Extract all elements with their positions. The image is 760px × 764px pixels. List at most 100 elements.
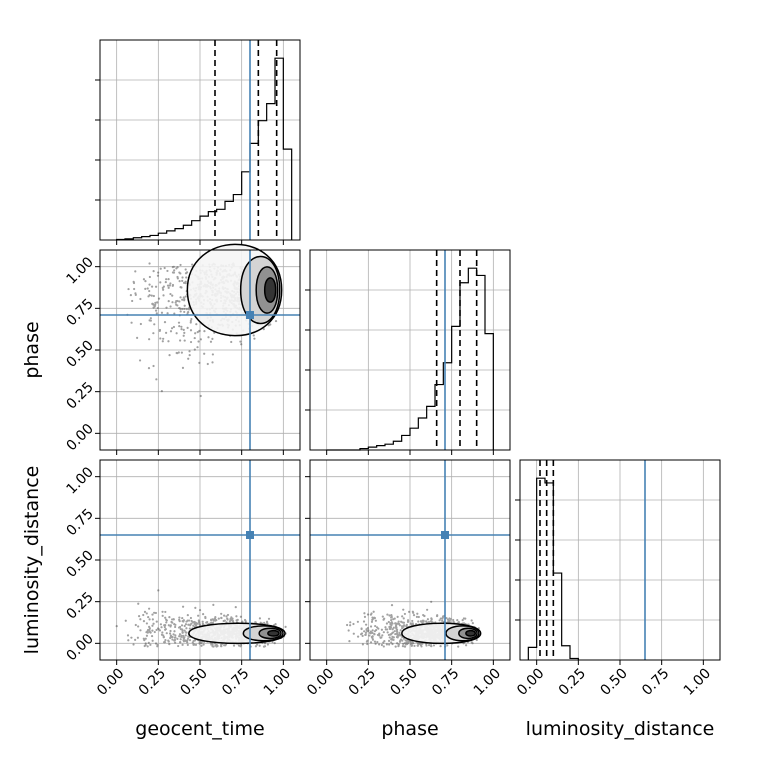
panel-geocent-time-vs-luminosity-distance-sample: [143, 644, 146, 648]
panel-geocent-time-vs-luminosity-distance-sample: [214, 619, 217, 622]
panel-geocent-time-vs-luminosity-distance-sample: [159, 623, 162, 626]
panel-geocent-time-vs-phase-sample: [187, 357, 190, 360]
panel-phase-vs-luminosity-distance-sample: [374, 619, 377, 622]
panel-geocent-time-vs-luminosity-distance-sample: [155, 620, 158, 623]
panel-geocent-time-vs-luminosity-distance-sample: [181, 605, 185, 608]
panel-geocent-time-vs-luminosity-distance-sample: [182, 619, 185, 622]
panel-geocent-time-vs-phase-sample: [182, 281, 186, 284]
panel-geocent-time-vs-phase-sample: [154, 301, 157, 304]
panel-geocent-time-vs-phase-sample: [144, 280, 147, 283]
panel-geocent-time-vs-luminosity-distance-sample: [151, 639, 154, 642]
panel-geocent-time-vs-luminosity-distance-sample: [177, 644, 180, 648]
panel-phase-vs-luminosity-distance-sample: [457, 645, 460, 648]
panel-geocent-time-vs-phase-sample: [179, 272, 182, 275]
panel-geocent-time-vs-luminosity-distance-sample: [144, 637, 147, 640]
panel-geocent-time-vs-phase-sample: [180, 327, 183, 331]
panel-geocent-time-vs-phase-sample: [186, 311, 189, 314]
panel-geocent-time-vs-phase-sample: [189, 321, 192, 324]
panel-geocent-time-vs-luminosity-distance-sample: [115, 624, 118, 628]
panel-geocent-time-vs-phase-sample: [160, 311, 164, 314]
panel-geocent-time-vs-phase-sample: [165, 331, 168, 334]
panel-geocent-time-vs-phase-sample: [175, 351, 178, 355]
panel-geocent-time-vs-luminosity-distance-sample: [142, 619, 146, 623]
panel-phase-vs-luminosity-distance-sample: [374, 642, 377, 645]
panel-geocent-time-vs-phase-sample: [177, 321, 181, 324]
panel-geocent-time-vs-phase-sample: [167, 340, 170, 343]
panel-geocent-time-vs-phase-sample: [239, 340, 242, 343]
panel-geocent-time-vs-phase-sample: [170, 327, 174, 330]
panel-phase-vs-luminosity-distance-sample: [388, 627, 391, 630]
panel-geocent-time-vs-luminosity-distance-sample: [197, 620, 201, 624]
panel-phase-vs-luminosity-distance-sample: [376, 633, 380, 637]
panel-geocent-time-vs-luminosity-distance-sample: [192, 639, 195, 643]
panel-phase-vs-luminosity-distance-sample: [456, 619, 459, 622]
panel-phase-vs-luminosity-distance-sample: [381, 634, 384, 637]
panel-phase-vs-luminosity-distance-sample: [363, 630, 366, 633]
panel-phase-vs-luminosity-distance-sample: [366, 642, 369, 646]
panel-geocent-time-vs-phase-sample: [198, 329, 201, 332]
panel-geocent-time-vs-phase-ytick-label-2: 0.50: [63, 338, 96, 371]
panel-geocent-time-vs-phase-sample: [172, 271, 176, 274]
panel-geocent-time-vs-luminosity-distance-sample: [142, 637, 145, 640]
panel-geocent-time-vs-luminosity-distance-sample: [188, 627, 191, 630]
panel-geocent-time-vs-phase-sample: [193, 348, 196, 351]
panel-geocent-time-vs-luminosity-distance-sample: [184, 631, 187, 634]
panel-geocent-time-vs-luminosity-distance-sample: [189, 616, 193, 620]
panel-phase-vs-luminosity-distance-sample: [365, 640, 369, 643]
panel-geocent-time-vs-phase-sample: [182, 328, 185, 331]
panel-geocent-time-vs-phase-sample: [193, 336, 196, 340]
panel-geocent-time-vs-phase-sample: [158, 328, 162, 332]
panel-phase-vs-luminosity-distance-sample: [380, 628, 384, 631]
hist-luminosity-distance-xtick-label-2: 0.50: [597, 666, 630, 699]
panel-phase-vs-luminosity-distance-sample: [391, 642, 394, 646]
panel-geocent-time-vs-luminosity-distance-sample: [232, 644, 236, 647]
panel-geocent-time-vs-phase-sample: [167, 277, 170, 281]
panel-geocent-time-vs-luminosity-distance-sample: [178, 635, 181, 638]
panel-geocent-time-vs-phase-sample: [269, 323, 272, 326]
panel-geocent-time-vs-luminosity-distance-sample: [223, 614, 226, 617]
panel-geocent-time-vs-luminosity-distance-sample: [153, 630, 156, 634]
panel-geocent-time-vs-luminosity-distance-sample: [167, 640, 170, 643]
panel-geocent-time-vs-phase-sample: [181, 298, 184, 301]
panel-geocent-time-vs-luminosity-distance-sample: [177, 626, 181, 629]
panel-geocent-time-vs-luminosity-distance-sample: [153, 611, 156, 614]
panel-geocent-time-vs-phase-sample: [152, 294, 155, 298]
panel-geocent-time-vs-luminosity-distance-sample: [164, 627, 167, 631]
panel-geocent-time-vs-luminosity-distance-sample: [284, 625, 287, 628]
panel-phase-vs-luminosity-distance-sample: [390, 637, 393, 640]
panel-geocent-time-vs-luminosity-distance-sample: [254, 645, 258, 648]
panel-geocent-time-vs-luminosity-distance-sample: [161, 610, 164, 613]
panel-phase-vs-luminosity-distance-sample: [373, 640, 377, 643]
panel-geocent-time-vs-phase-sample: [133, 287, 136, 291]
panel-phase-vs-luminosity-distance-sample: [379, 636, 382, 639]
panel-geocent-time-vs-luminosity-distance-sample: [162, 636, 165, 639]
panel-geocent-time-vs-phase-sample: [162, 294, 165, 297]
panel-geocent-time-vs-luminosity-distance-ytick-label-2: 0.50: [63, 548, 96, 581]
panel-phase-vs-luminosity-distance-sample: [382, 631, 385, 634]
panel-phase-vs-luminosity-distance-sample: [370, 620, 374, 623]
panel-phase-vs-luminosity-distance-sample: [394, 645, 397, 648]
panel-geocent-time-vs-luminosity-distance-sample: [183, 629, 186, 632]
panel-phase-vs-luminosity-distance-sample: [408, 610, 411, 613]
panel-geocent-time-vs-luminosity-distance-xtick-label-4: 1.00: [261, 666, 294, 699]
panel-phase-vs-luminosity-distance-sample: [369, 625, 373, 628]
panel-geocent-time-vs-luminosity-distance-sample: [137, 625, 140, 628]
panel-phase-vs-luminosity-distance-sample: [374, 624, 377, 628]
panel-phase-vs-luminosity-distance-sample: [457, 620, 460, 624]
panel-geocent-time-vs-luminosity-distance-sample: [229, 618, 232, 621]
hist-luminosity-distance-steps: [527, 477, 579, 660]
panel-geocent-time-vs-phase-sample: [165, 306, 168, 309]
panel-phase-vs-luminosity-distance-sample: [430, 644, 433, 648]
panel-phase-vs-luminosity-distance-sample: [432, 644, 436, 647]
panel-geocent-time-vs-luminosity-distance-sample: [169, 624, 172, 627]
panel-phase-vs-luminosity-distance-sample: [452, 618, 455, 622]
panel-phase-vs-luminosity-distance-sample: [465, 644, 468, 647]
panel-geocent-time-vs-phase-sample: [147, 367, 151, 370]
panel-geocent-time-vs-phase-sample: [188, 354, 191, 357]
panel-geocent-time-vs-luminosity-distance-sample: [155, 628, 158, 632]
panel-phase-vs-luminosity-distance-sample: [417, 615, 420, 619]
panel-geocent-time-vs-phase-sample: [174, 301, 177, 304]
panel-geocent-time-vs-luminosity-distance-sample: [178, 618, 181, 621]
panel-geocent-time-vs-luminosity-distance-sample: [239, 615, 242, 618]
panel-geocent-time-vs-luminosity-distance-sample: [183, 624, 186, 628]
